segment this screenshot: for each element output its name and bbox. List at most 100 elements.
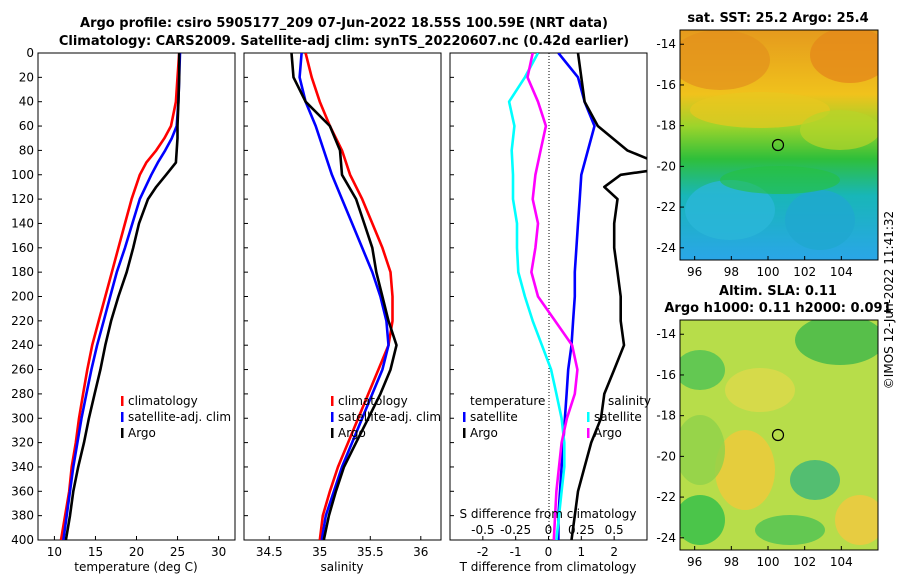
map-lat-label: -18: [656, 119, 676, 133]
x-tick-label: -1: [510, 545, 522, 559]
map-lon-label: 102: [793, 555, 816, 569]
depth-tick-label: 100: [11, 168, 34, 182]
legend-swatch-climatology: [121, 396, 124, 406]
depth-tick-label: 260: [11, 363, 34, 377]
temperature-legend: climatology satellite-adj. clim Argo: [121, 394, 231, 440]
depth-tick-label: 160: [11, 241, 34, 255]
series-line-temperature-argo: [570, 53, 647, 540]
legend-swatch-argo: [121, 428, 124, 438]
sst-profile-location-marker: [771, 138, 785, 152]
legend-label-climatology: climatology: [128, 394, 198, 408]
legend-swatch-sal-satellite: [587, 412, 590, 422]
legend-swatch-temp-satellite: [463, 412, 466, 422]
map-lat-label: -16: [656, 368, 676, 382]
x-tick-label: 35.5: [357, 545, 384, 559]
legend-swatch-argo: [331, 428, 334, 438]
legend-title-temperature: temperature: [470, 394, 545, 408]
x-tick-label: 34.5: [256, 545, 283, 559]
depth-tick-label: 400: [11, 533, 34, 547]
profile-lines: [59, 53, 647, 540]
map-lon-label: 98: [724, 555, 739, 569]
difference-legend: temperature satellite Argo salinity sate…: [463, 394, 651, 440]
depth-tick-label: 220: [11, 314, 34, 328]
sdiff-tick-label: 0.5: [605, 523, 624, 537]
depth-tick-label: 60: [19, 119, 34, 133]
legend-swatch-sal-argo: [587, 428, 590, 438]
depth-tick-label: 20: [19, 70, 34, 84]
x-tick-label: 35: [312, 545, 327, 559]
main-title-line2: Climatology: CARS2009. Satellite-adj cli…: [59, 34, 629, 49]
legend-swatch-temp-argo: [463, 428, 466, 438]
depth-tick-label: 180: [11, 265, 34, 279]
series-line-argo: [290, 53, 398, 540]
depth-tick-label: 320: [11, 436, 34, 450]
depth-tick-label: 0: [26, 46, 34, 60]
salinity-xlabel: salinity: [320, 560, 363, 574]
map-lat-label: -20: [656, 449, 676, 463]
legend-title-salinity: salinity: [608, 394, 651, 408]
legend-label-temp-satellite: satellite: [470, 410, 518, 424]
sdiff-tick-label: 0.25: [568, 523, 595, 537]
map-lat-label: -22: [656, 200, 676, 214]
map-lon-label: 100: [757, 265, 780, 279]
x-tick-label: 2: [610, 545, 618, 559]
legend-label-sal-satellite: satellite: [594, 410, 642, 424]
depth-tick-label: 380: [11, 509, 34, 523]
legend-label-argo: Argo: [128, 426, 156, 440]
series-line-satellite-adj-clim: [62, 53, 182, 540]
sst-map-frame: [679, 29, 879, 261]
map-lon-label: 104: [830, 265, 853, 279]
depth-tick-label: 240: [11, 338, 34, 352]
x-tick-label: 1: [578, 545, 586, 559]
map-lon-label: 100: [757, 555, 780, 569]
depth-tick-label: 200: [11, 290, 34, 304]
legend-label-satellite: satellite-adj. clim: [128, 410, 231, 424]
map-lat-label: -24: [656, 241, 676, 255]
depth-tick-label: 280: [11, 387, 34, 401]
x-tick-label: 0: [545, 545, 553, 559]
legend-label-satellite: satellite-adj. clim: [338, 410, 441, 424]
map-lat-label: -24: [656, 531, 676, 545]
depth-tick-label: 80: [19, 143, 34, 157]
legend-label-sal-argo: Argo: [594, 426, 622, 440]
x-tick-label: 36: [413, 545, 428, 559]
temperature-xlabel: temperature (deg C): [74, 560, 197, 574]
sdiff-tick-label: -0.5: [471, 523, 494, 537]
legend-label-argo: Argo: [338, 426, 366, 440]
legend-label-temp-argo: Argo: [470, 426, 498, 440]
x-tick-label: 30: [211, 545, 226, 559]
temperature-panel-frame: [37, 52, 236, 541]
legend-swatch-satellite: [121, 412, 124, 422]
sdiff-tick-label: 0: [545, 523, 553, 537]
sdiff-tick-label: -0.25: [500, 523, 531, 537]
legend-label-climatology: climatology: [338, 394, 408, 408]
imos-timestamp: ©IMOS 12-Jun-2022 11:41:32: [882, 211, 896, 389]
sla-map-image: [680, 320, 878, 550]
x-tick-label: 10: [47, 545, 62, 559]
map-lon-label: 98: [724, 265, 739, 279]
series-line-salinity-argo: [526, 53, 579, 540]
tdiff-xlabel: T difference from climatology: [459, 560, 637, 574]
sdiff-xlabel: S difference from climatology: [460, 507, 637, 521]
sla-map-title-line2: Argo h1000: 0.11 h2000: 0.091: [664, 301, 891, 316]
series-line-satellite-adj-clim: [298, 53, 390, 540]
series-line-salinity-satellite: [507, 53, 566, 540]
depth-tick-label: 300: [11, 411, 34, 425]
axis-ticks: 0204060801001201401601802002202402602803…: [11, 37, 853, 569]
sla-map-frame: [679, 319, 879, 551]
map-lon-label: 102: [793, 265, 816, 279]
x-tick-label: 25: [170, 545, 185, 559]
sla-map-title-line1: Altim. SLA: 0.11: [719, 284, 837, 299]
sla-profile-location-marker: [771, 428, 785, 442]
legend-swatch-climatology: [331, 396, 334, 406]
map-lon-label: 96: [687, 555, 702, 569]
map-lat-label: -14: [656, 37, 676, 51]
x-tick-label: -2: [477, 545, 489, 559]
series-line-temperature-satellite: [557, 53, 596, 540]
map-lon-label: 96: [687, 265, 702, 279]
map-lat-label: -20: [656, 159, 676, 173]
sst-map-title: sat. SST: 25.2 Argo: 25.4: [687, 11, 868, 26]
series-line-climatology: [59, 53, 181, 540]
